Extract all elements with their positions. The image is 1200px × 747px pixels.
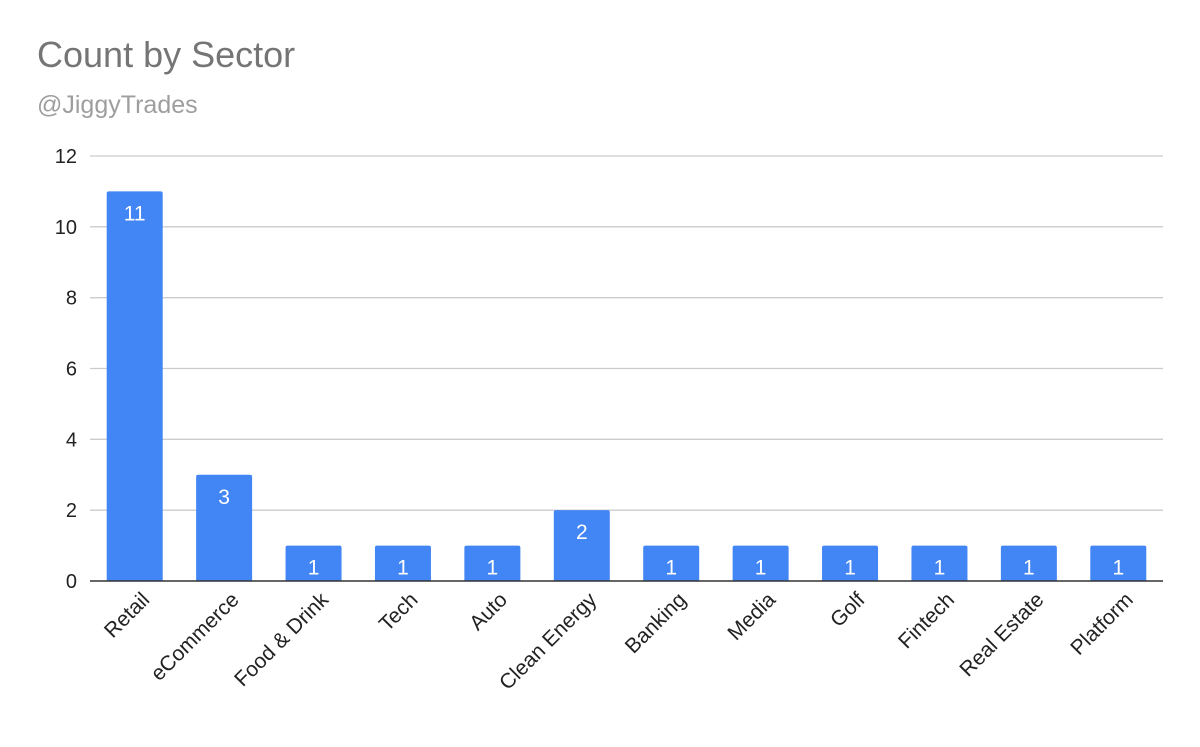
bar-data-label: 1 (755, 557, 767, 580)
bar (732, 545, 789, 581)
bar (553, 510, 610, 581)
chart-subtitle: @JiggyTrades (37, 91, 198, 119)
gridlines (90, 155, 1163, 511)
bar-data-label: 1 (1023, 557, 1035, 580)
bar-data-label: 1 (487, 557, 499, 580)
x-tick-label: Food & Drink (230, 588, 333, 691)
y-tick-label: 12 (55, 146, 77, 168)
bar-data-label: 3 (218, 486, 230, 509)
x-tick-label: Tech (375, 588, 423, 636)
bar-data-label: 1 (1112, 557, 1124, 580)
bar (374, 545, 431, 581)
x-tick-label: Real Estate (955, 588, 1048, 681)
bar (911, 545, 968, 581)
bar (106, 191, 163, 581)
x-tick-label: Auto (465, 588, 512, 635)
bar-data-label: 1 (665, 557, 677, 580)
x-tick-label: Platform (1066, 588, 1138, 660)
x-tick-label: Fintech (894, 588, 959, 653)
x-tick-label: Banking (621, 588, 691, 658)
y-tick-label: 2 (66, 500, 77, 522)
y-tick-label: 4 (66, 429, 77, 451)
chart-title: Count by Sector (37, 34, 296, 75)
y-axis-ticks: 0 2 4 6 8 10 12 (55, 146, 77, 593)
bars (106, 191, 1147, 581)
bar (822, 545, 879, 581)
bar (643, 545, 700, 581)
bar (285, 545, 342, 581)
bar (1000, 545, 1057, 581)
bar-data-label: 11 (124, 202, 146, 225)
x-tick-label: Media (723, 588, 780, 645)
bar-data-label: 1 (844, 557, 856, 580)
x-tick-label: eCommerce (147, 588, 244, 685)
bar-data-label: 1 (934, 557, 946, 580)
y-tick-label: 10 (55, 217, 77, 239)
y-tick-label: 8 (66, 288, 77, 310)
x-tick-label: Golf (826, 588, 870, 632)
x-tick-label: Retail (100, 588, 154, 642)
bar (464, 545, 521, 581)
bar (196, 474, 253, 581)
bar-data-label: 2 (576, 521, 588, 544)
bar-data-label: 1 (397, 557, 409, 580)
bar (1090, 545, 1147, 581)
y-tick-label: 6 (66, 359, 77, 381)
bar-data-label: 1 (308, 557, 320, 580)
y-tick-label: 0 (66, 571, 77, 593)
